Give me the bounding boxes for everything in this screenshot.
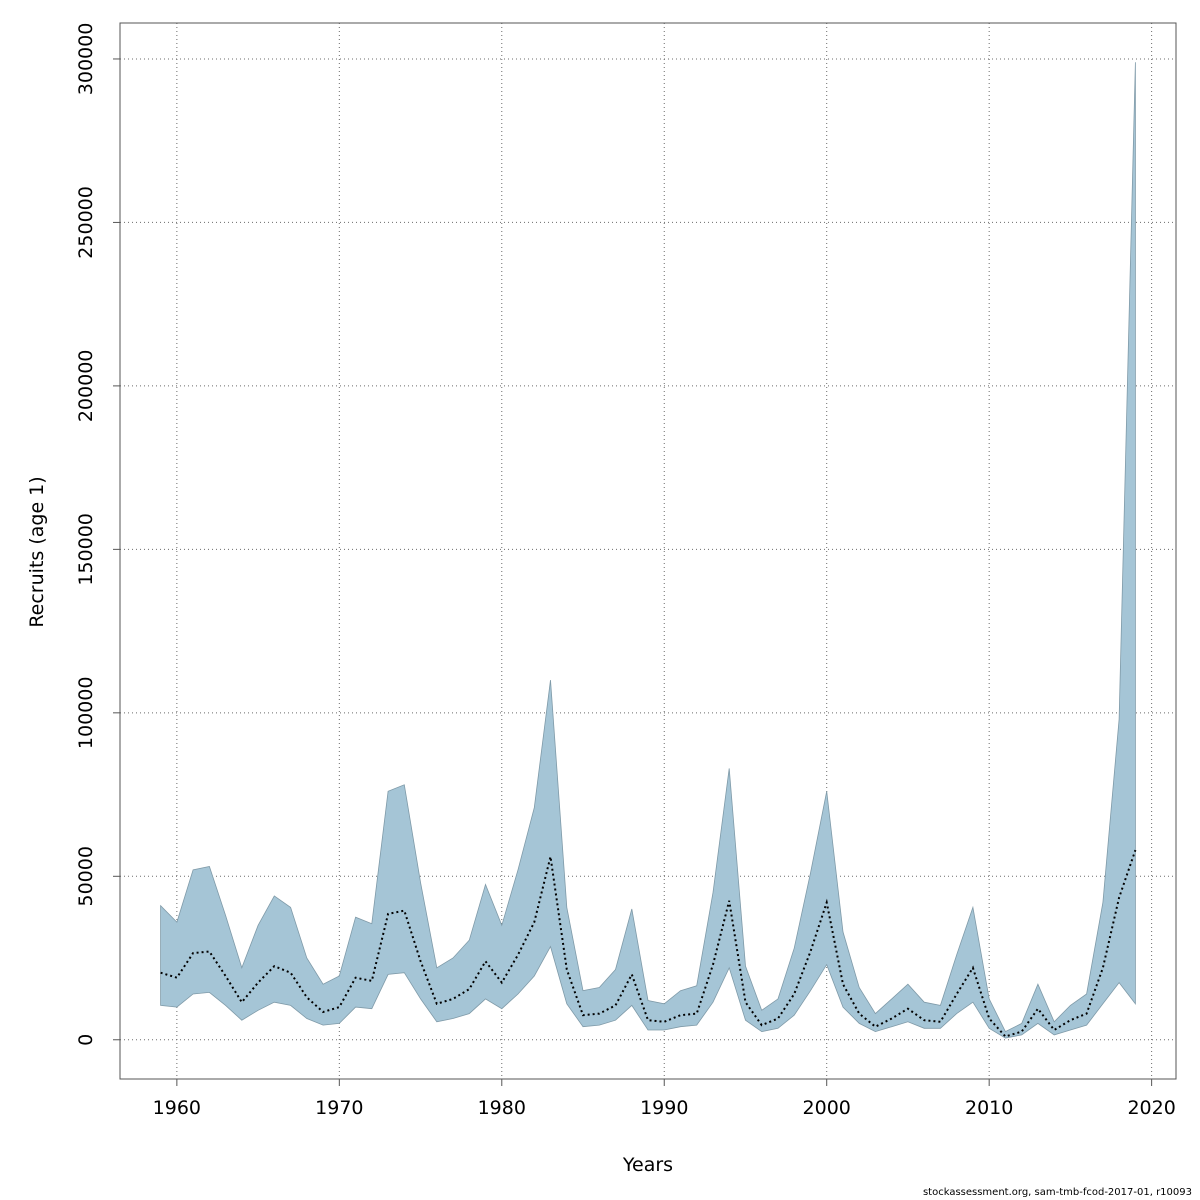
y-tick-label: 200000 [75,350,97,423]
y-tick-label: 150000 [75,513,97,586]
x-tick-label: 1970 [315,1097,363,1119]
x-tick-label: 2000 [803,1097,851,1119]
grid-lines [120,23,1176,1079]
estimate-line [160,849,1137,1038]
y-tick-label: 0 [75,1034,97,1046]
plot-frame [119,22,1177,1080]
x-tick-label: 1980 [478,1097,526,1119]
x-axis: 1960 1970 1980 1990 2000 2010 2020 [153,1079,1176,1119]
y-tick-label: 300000 [75,23,97,96]
y-tick-label: 100000 [75,677,97,750]
y-axis-title: Recruits (age 1) [26,476,48,627]
x-tick-label: 2020 [1127,1097,1175,1119]
x-axis-title: Years [622,1154,673,1176]
y-tick-label: 250000 [75,186,97,259]
y-tick-label: 50000 [75,846,97,906]
footer-credit: stockassessment.org, sam-tmb-fcod-2017-0… [922,1187,1192,1198]
x-tick-label: 2010 [965,1097,1013,1119]
y-axis: 0 50000 100000 150000 200000 250000 300000 [75,23,120,1046]
confidence-band [160,62,1136,1039]
x-tick-label: 1990 [640,1097,688,1119]
x-tick-label: 1960 [153,1097,201,1119]
